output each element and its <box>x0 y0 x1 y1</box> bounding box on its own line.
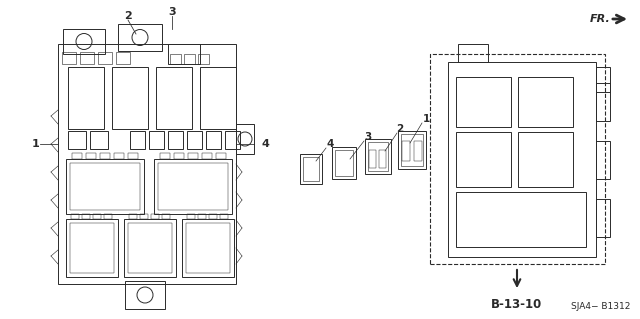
Text: B-13-10: B-13-10 <box>492 299 543 311</box>
Bar <box>216 153 226 159</box>
Text: 3: 3 <box>364 132 372 142</box>
Bar <box>66 159 144 214</box>
Bar <box>124 219 176 277</box>
Bar <box>125 281 165 309</box>
Bar <box>300 154 322 184</box>
Bar <box>63 29 105 54</box>
Bar <box>128 223 172 273</box>
Bar <box>90 131 108 149</box>
Bar <box>162 214 170 219</box>
Bar <box>80 52 94 64</box>
Bar <box>458 44 488 62</box>
Bar <box>596 83 610 121</box>
Bar <box>187 214 195 219</box>
Bar <box>182 219 234 277</box>
Text: 1: 1 <box>422 114 429 124</box>
Bar <box>140 214 148 219</box>
Text: 2: 2 <box>124 11 132 21</box>
Bar <box>401 134 423 166</box>
Bar <box>335 150 353 176</box>
Text: 3: 3 <box>168 7 176 17</box>
Bar <box>104 214 112 219</box>
Bar <box>456 192 586 247</box>
Bar <box>402 141 410 161</box>
Bar <box>98 52 112 64</box>
Bar <box>71 214 79 219</box>
Bar <box>202 153 212 159</box>
Bar <box>62 52 76 64</box>
Bar <box>66 219 118 277</box>
Bar <box>130 131 145 149</box>
Bar <box>596 199 610 237</box>
Bar <box>379 150 386 168</box>
Bar <box>332 147 356 179</box>
Bar <box>414 141 422 161</box>
Bar <box>160 153 170 159</box>
Bar <box>456 132 511 187</box>
Bar <box>368 142 388 171</box>
Bar <box>186 223 230 273</box>
Bar <box>184 54 195 64</box>
Bar <box>170 54 181 64</box>
Text: FR.: FR. <box>590 14 611 24</box>
Bar <box>68 131 86 149</box>
Bar <box>174 153 184 159</box>
Bar <box>116 52 130 64</box>
Bar <box>198 54 209 64</box>
Bar <box>158 163 228 210</box>
Bar <box>72 153 82 159</box>
Bar <box>188 153 198 159</box>
Bar <box>596 141 610 179</box>
Bar <box>70 223 114 273</box>
Bar <box>151 214 159 219</box>
Bar <box>154 159 232 214</box>
Bar <box>200 67 236 129</box>
Bar <box>156 67 192 129</box>
Bar <box>114 153 124 159</box>
Bar <box>518 132 573 187</box>
Bar <box>82 214 90 219</box>
Bar <box>236 124 254 154</box>
Bar <box>68 67 104 129</box>
Text: 4: 4 <box>326 139 333 149</box>
Text: 4: 4 <box>261 139 269 149</box>
Bar <box>128 153 138 159</box>
Text: 1: 1 <box>32 139 40 149</box>
Bar <box>187 131 202 149</box>
Bar <box>398 131 426 169</box>
Bar <box>198 214 206 219</box>
Bar <box>118 24 162 51</box>
Bar <box>220 214 228 219</box>
Text: SJA4− B1312: SJA4− B1312 <box>571 302 630 311</box>
Bar <box>518 77 573 127</box>
Text: 2: 2 <box>396 124 404 134</box>
Bar <box>112 67 148 129</box>
Bar <box>225 131 240 149</box>
Bar <box>430 54 605 264</box>
Bar <box>206 131 221 149</box>
Bar <box>209 214 217 219</box>
Bar <box>100 153 110 159</box>
Bar <box>149 131 164 149</box>
Bar <box>168 44 200 64</box>
Bar <box>303 157 319 181</box>
Bar <box>70 163 140 210</box>
Bar <box>129 214 137 219</box>
Bar <box>168 131 183 149</box>
Bar <box>86 153 96 159</box>
Bar <box>93 214 101 219</box>
Bar <box>456 77 511 127</box>
Bar <box>369 150 376 168</box>
Bar <box>596 67 610 92</box>
Bar <box>365 139 391 174</box>
